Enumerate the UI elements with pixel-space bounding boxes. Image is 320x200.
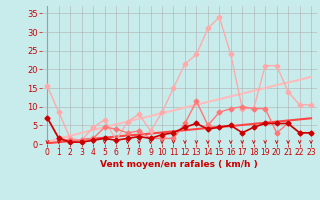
X-axis label: Vent moyen/en rafales ( km/h ): Vent moyen/en rafales ( km/h ) [100, 160, 258, 169]
